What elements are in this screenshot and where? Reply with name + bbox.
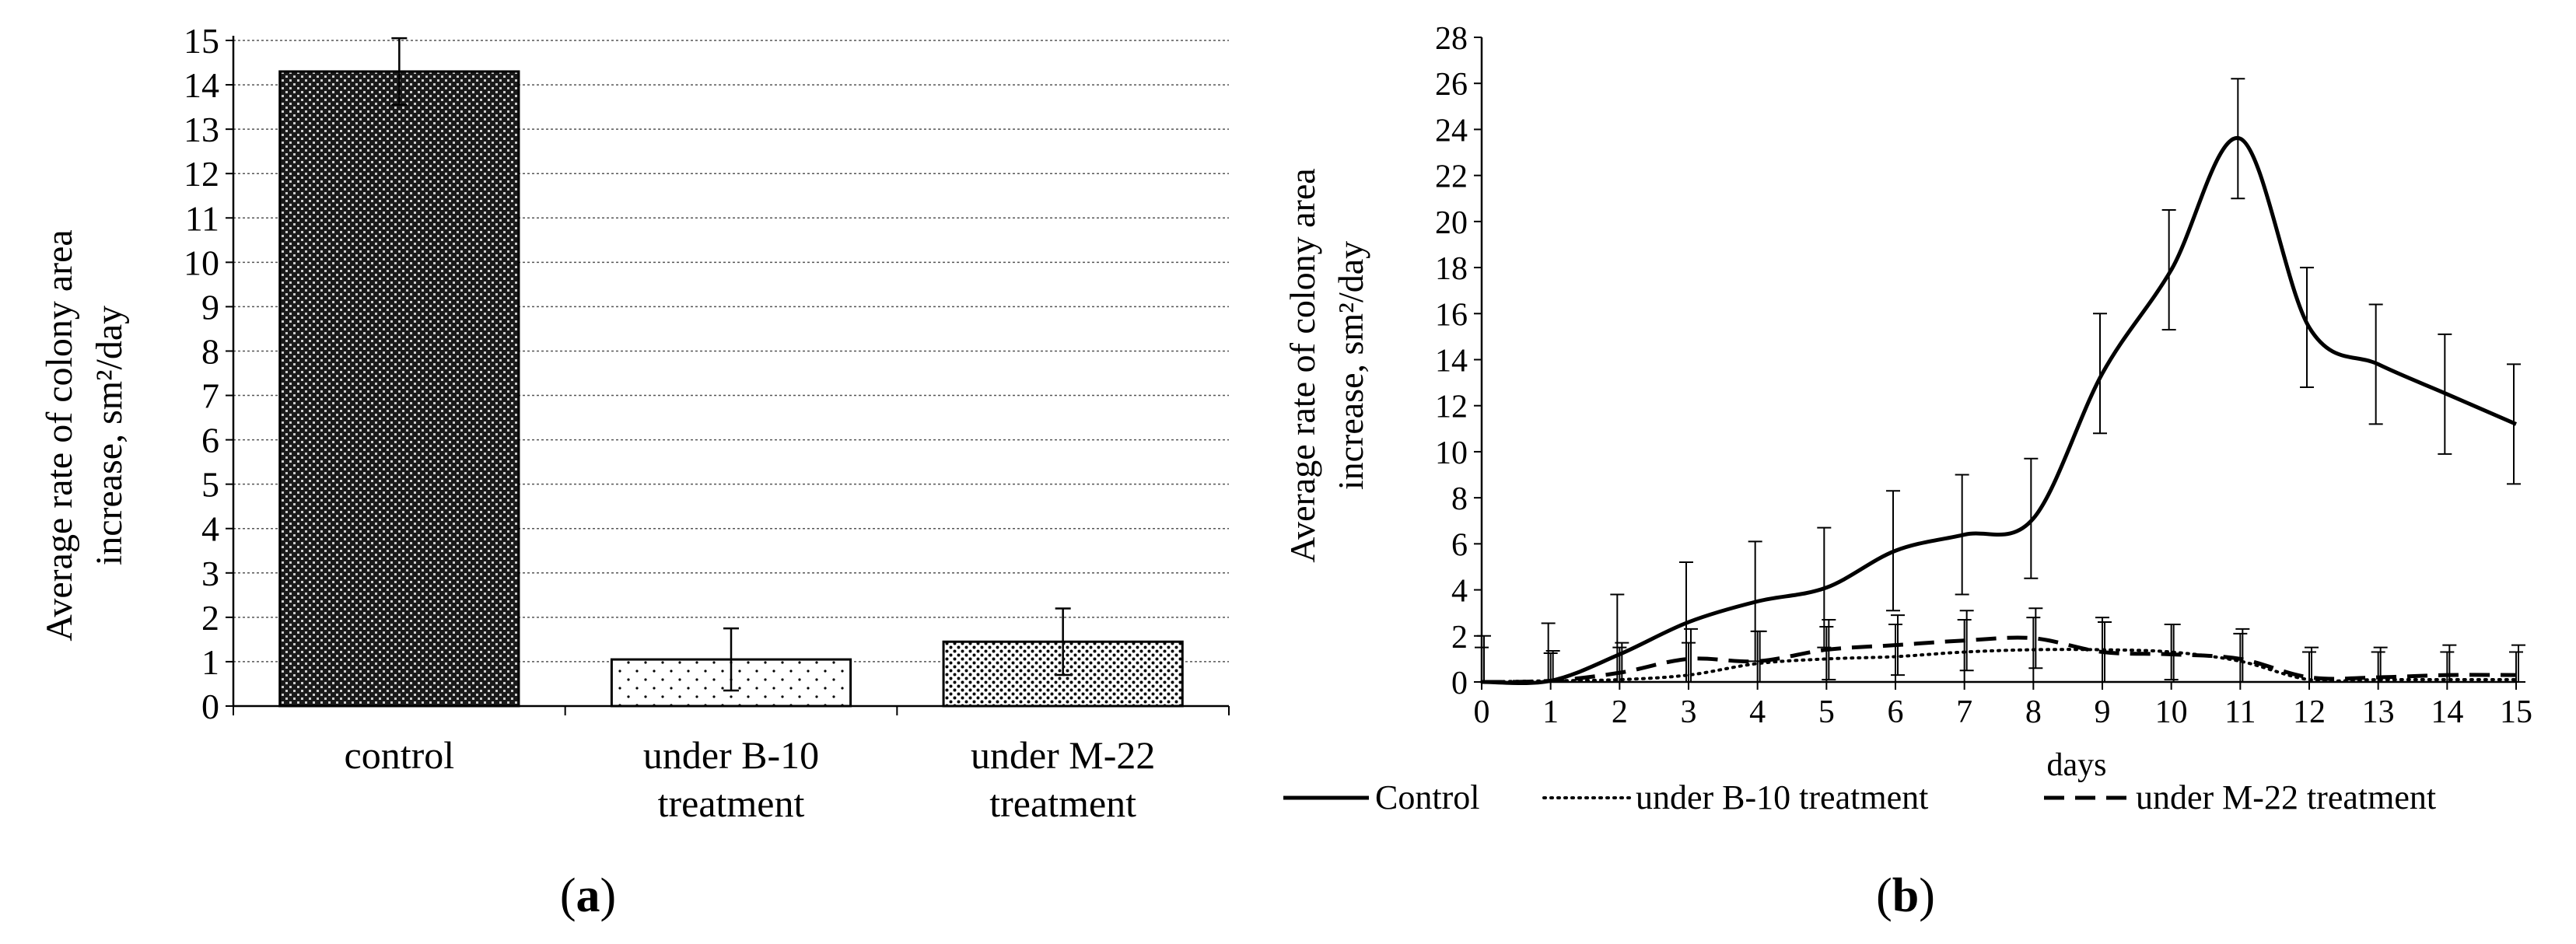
legend: Control under B-10 treatment under M-22 tr… (1283, 778, 2436, 816)
y-tick-label: 2 (1451, 620, 1468, 656)
x-tick-label: 15 (2500, 694, 2532, 730)
bar (278, 70, 520, 708)
category-label: under M-22 (971, 733, 1155, 777)
axes (226, 36, 1230, 715)
y-tick-label: 2 (201, 598, 219, 638)
y-axis-label-line1: Average rate of colony area (1283, 168, 1322, 562)
bar-group (278, 37, 1184, 708)
series-line-dashed (1481, 635, 2517, 684)
legend-label: under B-10 treatment (1636, 778, 1928, 816)
y-tick-label: 6 (1451, 527, 1468, 563)
series-line-dotted (1480, 648, 2518, 684)
x-tick-label: 7 (1956, 694, 1972, 730)
y-axis-label-line1: Average rate of colony area (39, 229, 80, 641)
y-tick-label: 4 (1451, 574, 1468, 610)
y-axis-label-line2: increase, sm²/day (1331, 241, 1370, 490)
y-tick-label: 4 (201, 509, 219, 549)
y-tick-label: 10 (1435, 435, 1468, 471)
y-tick-label: 10 (184, 243, 219, 282)
x-tick-label: 5 (1818, 694, 1835, 730)
y-tick-label: 6 (201, 421, 219, 460)
y-tick-label: 13 (184, 110, 219, 149)
y-tick-label: 3 (201, 554, 219, 593)
axes (1474, 37, 2517, 690)
svg-text:(a): (a) (560, 869, 616, 922)
y-tick-label: 7 (201, 376, 219, 416)
svg-text:(b): (b) (1876, 869, 1935, 922)
y-tick-label: 5 (201, 465, 219, 505)
category-label: control (345, 733, 455, 777)
y-tick-label: 24 (1435, 113, 1468, 149)
y-tick-label: 8 (201, 331, 219, 371)
category-label: under B-10 (643, 733, 819, 777)
error-bars (1475, 78, 2525, 683)
y-tick-label: 26 (1435, 67, 1468, 103)
x-axis-label: days (2047, 747, 2107, 783)
x-tick-label: 13 (2362, 694, 2395, 730)
legend-label: Control (1375, 778, 1479, 816)
x-tick-label: 2 (1612, 694, 1628, 730)
panel-a-caption: (a) (560, 869, 616, 922)
y-tick-label: 15 (184, 21, 219, 61)
x-tick-label: 1 (1542, 694, 1559, 730)
x-tick-label: 14 (2431, 694, 2463, 730)
y-tick-label: 28 (1435, 21, 1468, 57)
y-tick-label: 0 (1451, 666, 1468, 701)
category-label: treatment (658, 781, 805, 825)
y-tick-label: 18 (1435, 251, 1468, 287)
y-tick-label: 12 (184, 154, 219, 194)
series-line-solid (1481, 136, 2517, 686)
y-axis-label-line2: increase, sm²/day (89, 306, 130, 565)
x-tick-label: 9 (2095, 694, 2111, 730)
panel-a-letter: a (576, 869, 600, 922)
series-lines (1480, 136, 2518, 686)
panel-b-caption: (b) (1876, 869, 1935, 922)
x-tick-labels: 0 1 2 3 4 5 6 7 8 9 10 11 12 13 14 15 (1474, 694, 2533, 730)
y-tick-label: 20 (1435, 205, 1468, 241)
y-tick-label: 12 (1435, 390, 1468, 425)
y-tick-label: 16 (1435, 297, 1468, 333)
x-tick-label: 10 (2155, 694, 2188, 730)
category-label: treatment (989, 781, 1136, 825)
x-tick-label: 3 (1681, 694, 1697, 730)
x-tick-label: 0 (1474, 694, 1490, 730)
y-tick-label: 11 (185, 198, 219, 238)
x-tick-label: 11 (2224, 694, 2256, 730)
x-tick-label: 8 (2025, 694, 2042, 730)
y-tick-label: 22 (1435, 159, 1468, 195)
y-tick-label: 9 (201, 287, 219, 327)
legend-label: under M-22 treatment (2136, 778, 2436, 816)
panel-b-letter: b (1892, 869, 1919, 922)
x-tick-label: 12 (2293, 694, 2326, 730)
y-tick-label: 14 (184, 65, 219, 105)
x-tick-label: 4 (1749, 694, 1766, 730)
y-tick-label: 14 (1435, 344, 1468, 379)
x-tick-label: 6 (1888, 694, 1904, 730)
y-tick-label: 8 (1451, 481, 1468, 517)
y-tick-label: 0 (201, 687, 219, 726)
y-tick-label: 1 (201, 642, 219, 682)
